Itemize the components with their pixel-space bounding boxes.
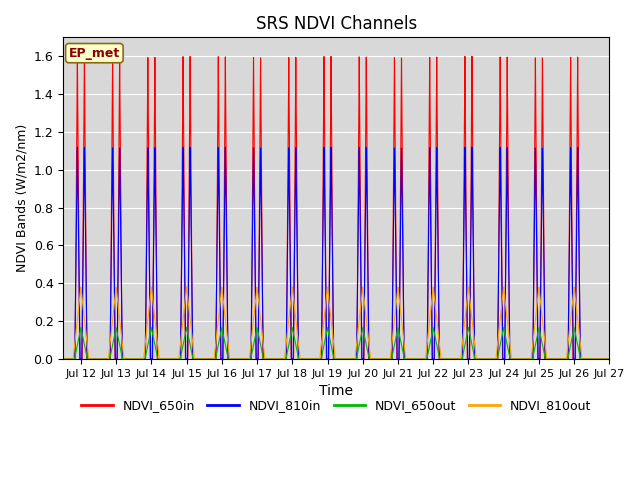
- Text: EP_met: EP_met: [68, 47, 120, 60]
- NDVI_810out: [390, 325, 397, 331]
- NDVI_810out: [570, 286, 578, 291]
- NDVI_650out: [451, 356, 458, 362]
- NDVI_650in: [451, 356, 458, 362]
- NDVI_810out: [465, 284, 472, 290]
- NDVI_650out: [465, 325, 472, 331]
- NDVI_810out: [410, 356, 418, 362]
- NDVI_650out: [317, 354, 325, 360]
- NDVI_650in: [196, 356, 204, 362]
- NDVI_810in: [451, 356, 458, 362]
- NDVI_810in: [468, 144, 476, 150]
- NDVI_810in: [196, 356, 204, 362]
- NDVI_650in: [468, 53, 476, 59]
- NDVI_810out: [317, 339, 325, 345]
- NDVI_810out: [196, 356, 204, 362]
- NDVI_650in: [605, 356, 613, 362]
- Line: NDVI_650in: NDVI_650in: [63, 56, 609, 359]
- NDVI_810out: [605, 356, 613, 362]
- NDVI_650out: [410, 356, 418, 362]
- NDVI_650in: [410, 356, 418, 362]
- Line: NDVI_650out: NDVI_650out: [63, 328, 609, 359]
- X-axis label: Time: Time: [319, 384, 353, 398]
- NDVI_810in: [605, 356, 613, 362]
- NDVI_650out: [390, 347, 397, 352]
- Legend: NDVI_650in, NDVI_810in, NDVI_650out, NDVI_810out: NDVI_650in, NDVI_810in, NDVI_650out, NDV…: [76, 394, 596, 417]
- NDVI_650in: [60, 356, 67, 362]
- NDVI_810in: [570, 356, 578, 362]
- NDVI_650out: [605, 356, 613, 362]
- NDVI_810in: [60, 356, 67, 362]
- NDVI_650in: [317, 356, 325, 362]
- NDVI_810in: [410, 356, 418, 362]
- NDVI_650out: [570, 325, 578, 331]
- Title: SRS NDVI Channels: SRS NDVI Channels: [256, 15, 417, 33]
- NDVI_810in: [390, 217, 397, 223]
- NDVI_810in: [317, 339, 325, 345]
- NDVI_650out: [196, 356, 204, 362]
- NDVI_650out: [60, 356, 67, 362]
- NDVI_650in: [390, 174, 397, 180]
- Y-axis label: NDVI Bands (W/m2/nm): NDVI Bands (W/m2/nm): [15, 124, 28, 272]
- NDVI_810out: [451, 356, 458, 362]
- NDVI_650in: [570, 356, 578, 362]
- Line: NDVI_810out: NDVI_810out: [63, 287, 609, 359]
- NDVI_810out: [60, 356, 67, 362]
- Line: NDVI_810in: NDVI_810in: [63, 147, 609, 359]
